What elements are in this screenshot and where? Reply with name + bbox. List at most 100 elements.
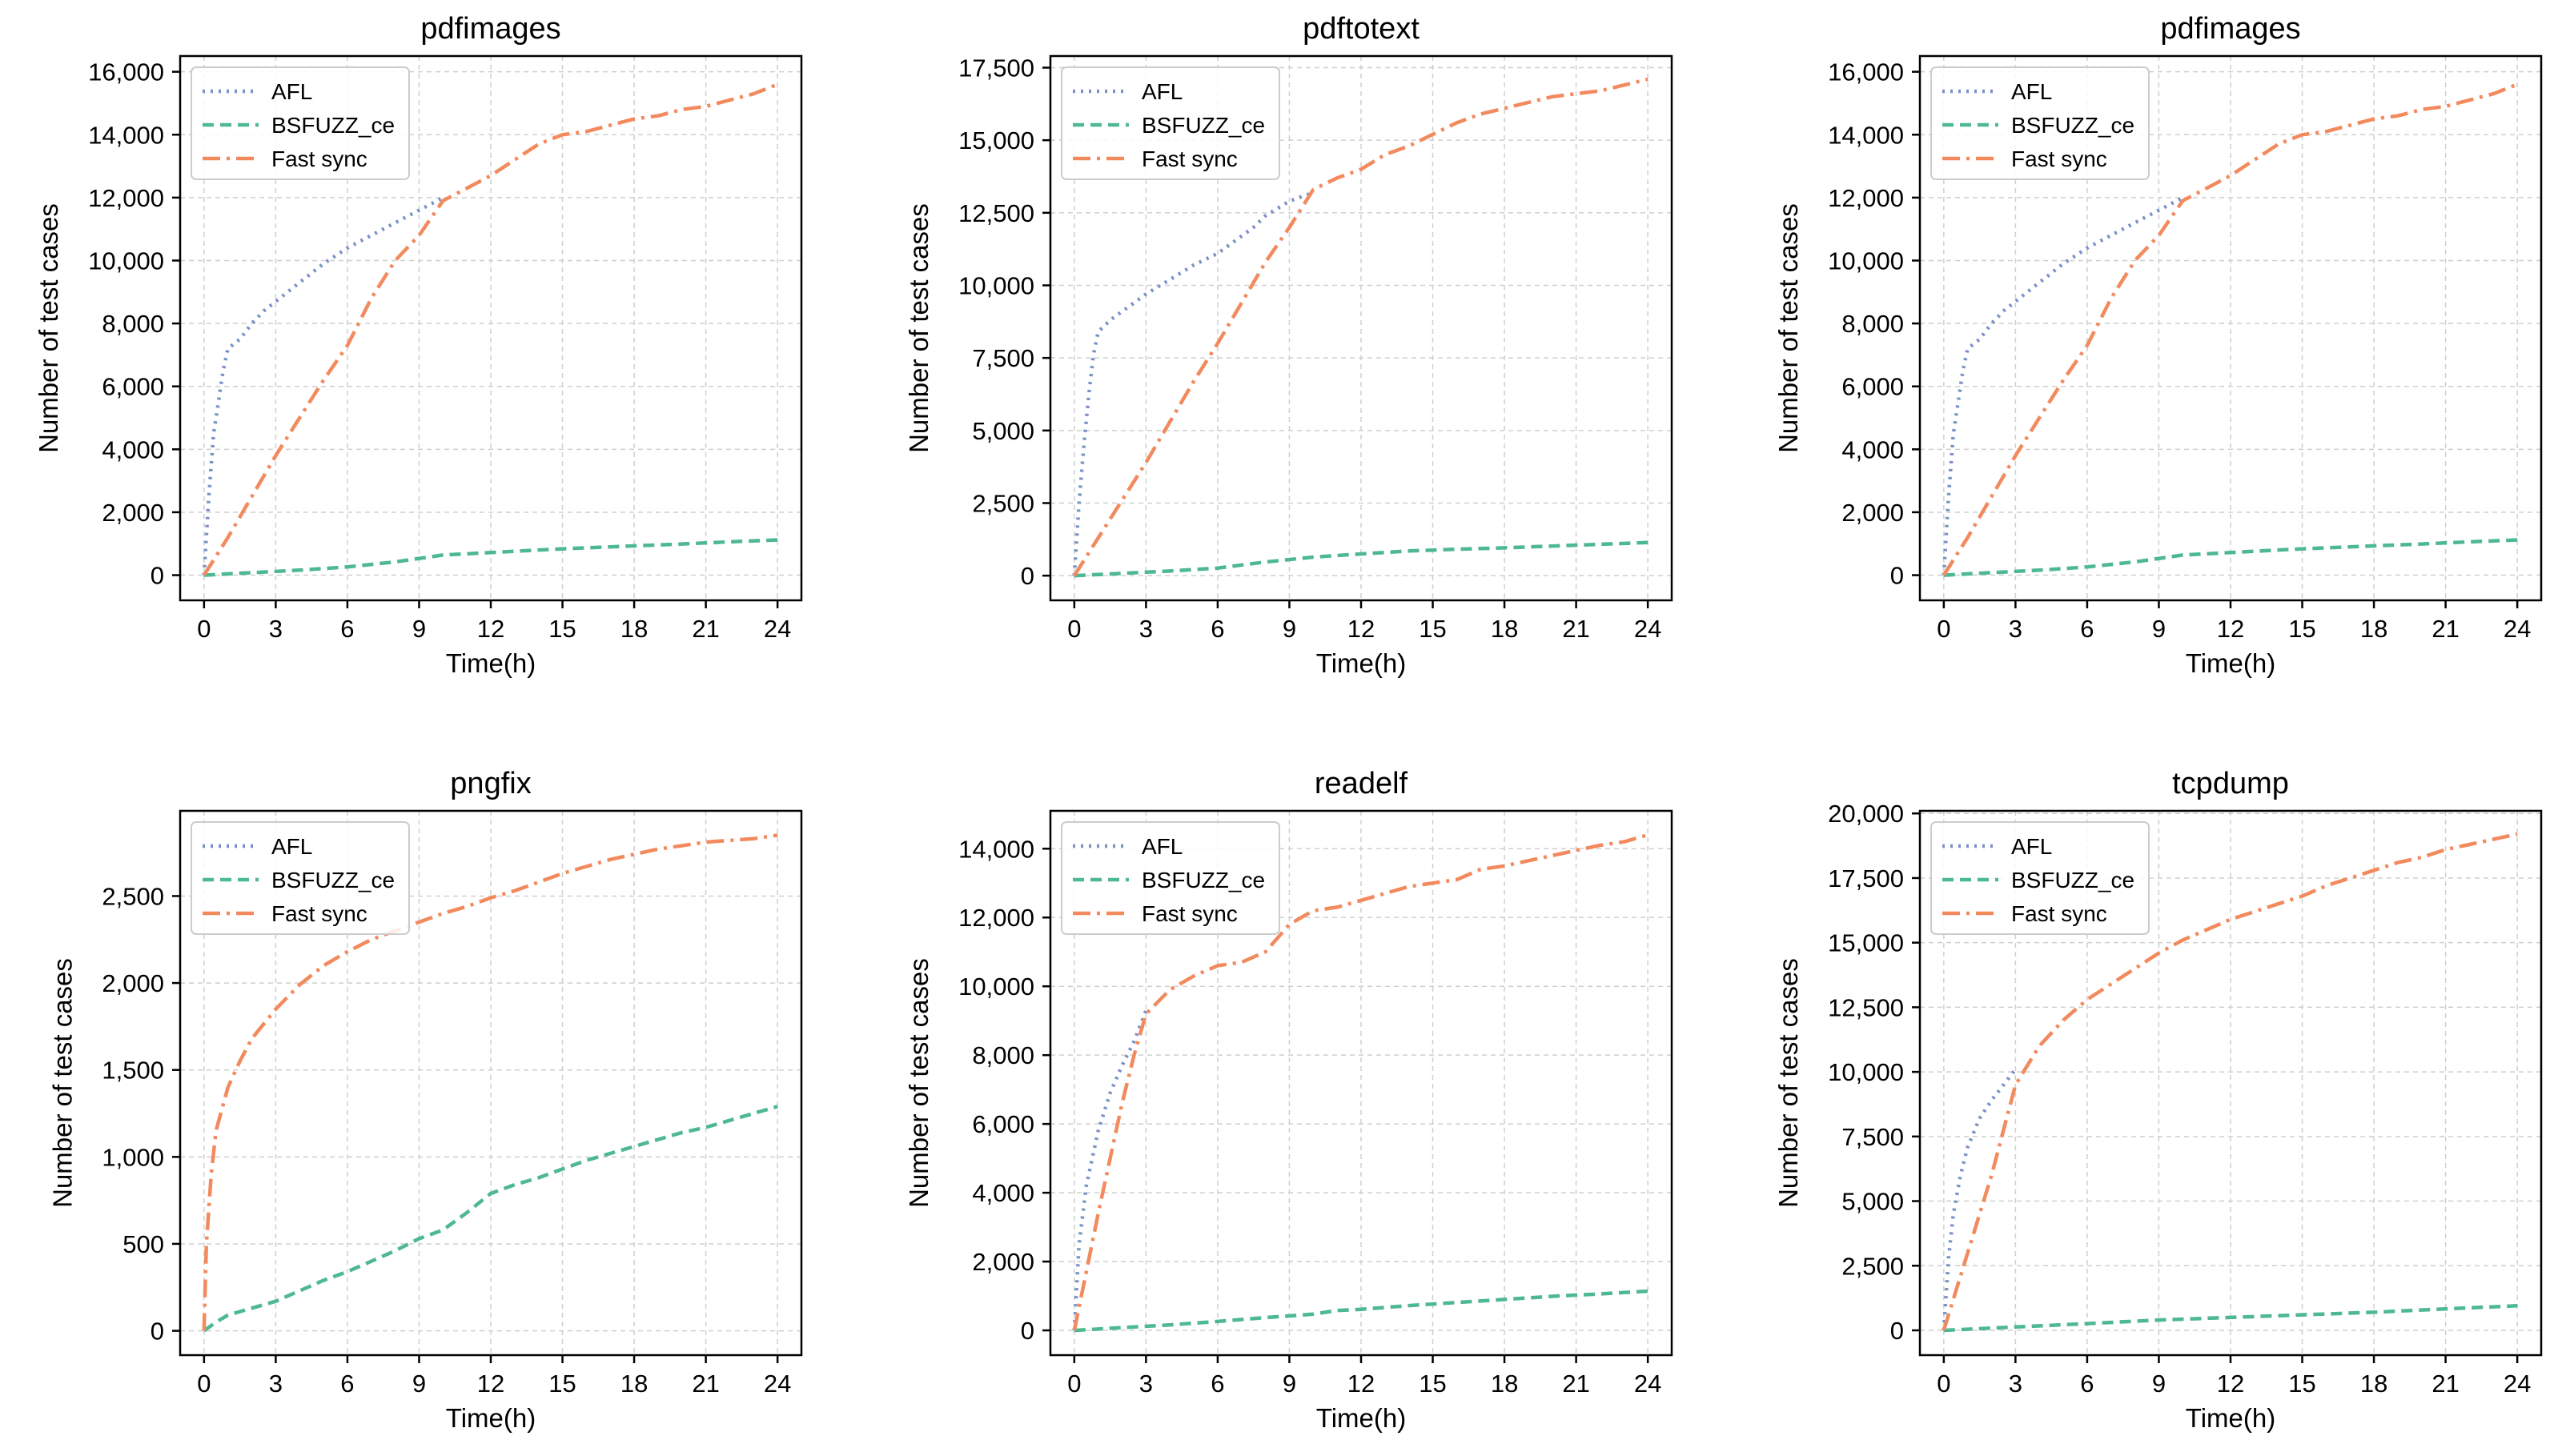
y-tick-label: 2,000 <box>102 969 164 997</box>
y-tick-label: 12,000 <box>958 904 1034 932</box>
legend-label: BSFUZZ_ce <box>2011 113 2134 138</box>
y-tick-label: 5,000 <box>1841 1188 1904 1216</box>
legend: AFL BSFUZZ_ce Fast sync <box>1061 821 1280 935</box>
y-axis-label: Number of test cases <box>1773 958 1803 1208</box>
series-line-fast-sync <box>1072 77 1648 577</box>
x-tick-label: 3 <box>1139 615 1153 643</box>
series-line-bsfuzz-ce <box>1943 538 2518 577</box>
y-tick-label: 12,500 <box>1828 993 1904 1021</box>
legend-label: BSFUZZ_ce <box>271 113 395 138</box>
y-tick-label: 1,000 <box>102 1143 164 1171</box>
legend: AFL BSFUZZ_ce Fast sync <box>1930 821 2150 935</box>
y-tick-label: 12,500 <box>958 199 1034 227</box>
x-tick-label: 12 <box>1347 1370 1375 1398</box>
x-tick-label: 21 <box>1562 615 1589 643</box>
x-axis-label: Time(h) <box>2186 648 2275 678</box>
y-axis-label: Number of test cases <box>904 958 934 1208</box>
x-tick-label: 9 <box>2152 615 2166 643</box>
x-tick-label: 18 <box>1491 1370 1518 1398</box>
x-tick-label: 15 <box>548 1370 576 1398</box>
x-tick-label: 18 <box>2360 615 2387 643</box>
chart-title: tcpdump <box>2172 767 2289 800</box>
legend-label: BSFUZZ_ce <box>271 868 395 892</box>
y-tick-label: 17,500 <box>958 54 1034 82</box>
series-line-bsfuzz-ce <box>203 538 778 577</box>
legend: AFL BSFUZZ_ce Fast sync <box>1930 66 2150 180</box>
y-tick-label: 6,000 <box>102 373 164 401</box>
x-tick-label: 24 <box>2504 615 2531 643</box>
legend-label: Fast sync <box>1142 146 1238 171</box>
y-axis-label: Number of test cases <box>904 203 934 453</box>
x-axis-label: Time(h) <box>446 1403 536 1433</box>
y-tick-label: 10,000 <box>88 247 164 275</box>
x-tick-label: 12 <box>2217 615 2244 643</box>
y-tick-label: 12,000 <box>1828 184 1904 212</box>
y-tick-label: 2,500 <box>102 882 164 910</box>
series-line-afl <box>1942 1068 2018 1331</box>
series-line-fast-sync <box>1072 832 1648 1331</box>
y-tick-label: 0 <box>1021 562 1034 590</box>
y-tick-label: 10,000 <box>1828 1058 1904 1086</box>
y-tick-label: 2,500 <box>972 490 1034 518</box>
legend: AFL BSFUZZ_ce Fast sync <box>191 66 410 180</box>
x-tick-label: 21 <box>1562 1370 1589 1398</box>
x-tick-label: 9 <box>412 615 426 643</box>
x-tick-label: 18 <box>2360 1370 2387 1398</box>
y-tick-label: 8,000 <box>102 310 164 338</box>
x-tick-label: 9 <box>1283 615 1296 643</box>
legend-label: AFL <box>2011 834 2052 859</box>
legend-box <box>1930 66 2150 180</box>
x-tick-label: 0 <box>197 615 211 643</box>
series-line-fast-sync <box>202 833 778 1331</box>
series-line-bsfuzz-ce <box>1943 1304 2518 1333</box>
y-tick-label: 2,000 <box>972 1248 1034 1276</box>
chart-title: pdfimages <box>2160 12 2300 46</box>
x-axis-label: Time(h) <box>1316 1403 1406 1433</box>
chart-panel-2: 0 3 6 9 12 15 18 21 24 0 2,500 5,000 7,500 10,000 12,5… <box>904 12 1673 678</box>
chart-title: pngfix <box>450 767 531 800</box>
chart-title: pdftotext <box>1303 12 1420 46</box>
series-line-bsfuzz-ce <box>203 1105 778 1333</box>
y-tick-label: 20,000 <box>1828 800 1904 828</box>
y-tick-label: 16,000 <box>88 58 164 86</box>
y-tick-label: 2,000 <box>1841 499 1904 527</box>
chart-title: pdfimages <box>420 12 560 46</box>
x-tick-label: 0 <box>1937 1370 1950 1398</box>
y-tick-label: 14,000 <box>958 835 1034 863</box>
x-tick-label: 15 <box>2288 615 2315 643</box>
y-tick-label: 0 <box>1021 1317 1034 1345</box>
x-tick-label: 0 <box>1937 615 1950 643</box>
legend-box <box>191 821 410 935</box>
y-tick-label: 6,000 <box>1841 373 1904 401</box>
x-tick-label: 0 <box>1067 1370 1081 1398</box>
y-tick-label: 4,000 <box>102 435 164 463</box>
y-tick-label: 8,000 <box>972 1041 1034 1069</box>
legend-label: AFL <box>1142 79 1183 104</box>
x-tick-label: 6 <box>2080 1370 2094 1398</box>
x-tick-label: 9 <box>1283 1370 1296 1398</box>
legend-label: Fast sync <box>2011 901 2107 926</box>
legend-box <box>1061 66 1280 180</box>
y-tick-label: 10,000 <box>958 272 1034 300</box>
legend-label: Fast sync <box>271 901 367 926</box>
x-tick-label: 24 <box>1634 1370 1661 1398</box>
x-tick-label: 0 <box>197 1370 211 1398</box>
x-tick-label: 21 <box>692 1370 719 1398</box>
x-tick-label: 24 <box>2504 1370 2531 1398</box>
x-tick-label: 24 <box>764 1370 791 1398</box>
x-tick-label: 15 <box>2288 1370 2315 1398</box>
legend-label: BSFUZZ_ce <box>1142 868 1265 892</box>
x-tick-label: 6 <box>340 1370 354 1398</box>
x-tick-label: 3 <box>269 1370 283 1398</box>
x-tick-label: 12 <box>477 615 504 643</box>
chart-panel-4: 0 3 6 9 12 15 18 21 24 0 500 1,000 1,500 2,000 2,500 pn… <box>48 767 803 1433</box>
series-line-fast-sync <box>202 82 779 576</box>
x-axis-label: Time(h) <box>1316 648 1406 678</box>
x-tick-label: 3 <box>269 615 283 643</box>
legend-box <box>1930 821 2150 935</box>
legend-label: BSFUZZ_ce <box>1142 113 1265 138</box>
x-tick-label: 6 <box>1211 1370 1224 1398</box>
y-tick-label: 0 <box>151 1318 164 1346</box>
y-tick-label: 2,500 <box>1841 1252 1904 1280</box>
